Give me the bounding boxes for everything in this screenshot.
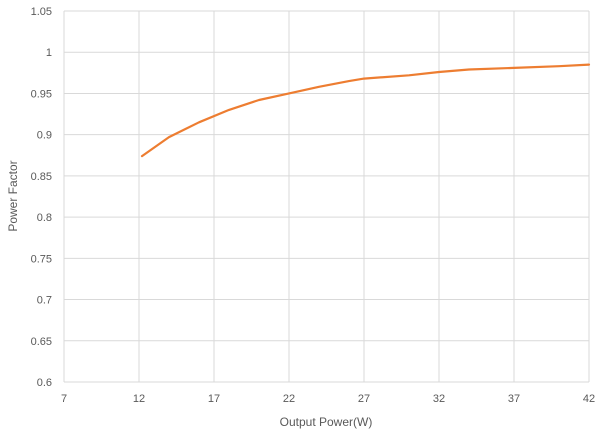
y-tick-label: 0.75 (31, 253, 52, 265)
data-point (348, 80, 350, 82)
y-tick-label: 0.6 (37, 377, 52, 389)
x-tick-label: 17 (208, 393, 220, 405)
data-point (513, 67, 515, 69)
data-point (408, 74, 410, 76)
y-tick-label: 1.05 (31, 6, 52, 18)
x-tick-label: 12 (133, 393, 145, 405)
data-point (228, 109, 230, 111)
y-tick-label: 0.8 (37, 212, 52, 224)
y-axis-label: Power Factor (6, 160, 20, 231)
data-point (168, 136, 170, 138)
x-tick-label: 22 (283, 393, 295, 405)
x-tick-label: 37 (508, 393, 520, 405)
x-tick-label: 7 (61, 393, 67, 405)
x-axis-ticks: 7 12 17 22 27 32 37 42 (61, 393, 595, 405)
y-tick-label: 0.85 (31, 171, 52, 183)
y-tick-label: 0.7 (37, 295, 52, 307)
y-axis-ticks: 0.6 0.65 0.7 0.75 0.8 0.85 0.9 0.95 1 1.05 (31, 6, 52, 389)
x-axis-label: Output Power(W) (280, 415, 373, 429)
data-point (438, 71, 440, 73)
data-point (588, 63, 590, 65)
data-point (198, 121, 200, 123)
x-tick-label: 27 (358, 393, 370, 405)
y-tick-label: 0.9 (37, 130, 52, 142)
series-layer (140, 63, 591, 158)
x-tick-label: 42 (583, 393, 595, 405)
y-tick-label: 0.95 (31, 88, 52, 100)
data-point (141, 155, 143, 157)
data-point (558, 65, 560, 67)
y-tick-label: 1 (46, 47, 52, 59)
data-point (258, 99, 260, 101)
data-point (363, 77, 365, 79)
grid-lines (63, 10, 590, 383)
data-point (468, 68, 470, 70)
x-tick-label: 32 (433, 393, 445, 405)
y-tick-label: 0.65 (31, 336, 52, 348)
data-point (288, 92, 290, 94)
series-line (140, 63, 591, 158)
data-point (318, 86, 320, 88)
